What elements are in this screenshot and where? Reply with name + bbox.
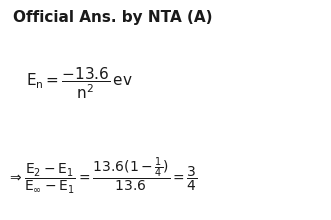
Text: Official Ans. by NTA (A): Official Ans. by NTA (A) bbox=[13, 10, 213, 25]
Text: $\mathrm{E_n = \dfrac{-13.6}{n^2}\,ev}$: $\mathrm{E_n = \dfrac{-13.6}{n^2}\,ev}$ bbox=[26, 66, 133, 101]
Text: $\Rightarrow \dfrac{\mathrm{E_2 - E_1}}{\mathrm{E_{\infty} - E_1}} = \dfrac{\mat: $\Rightarrow \dfrac{\mathrm{E_2 - E_1}}{… bbox=[7, 156, 197, 196]
